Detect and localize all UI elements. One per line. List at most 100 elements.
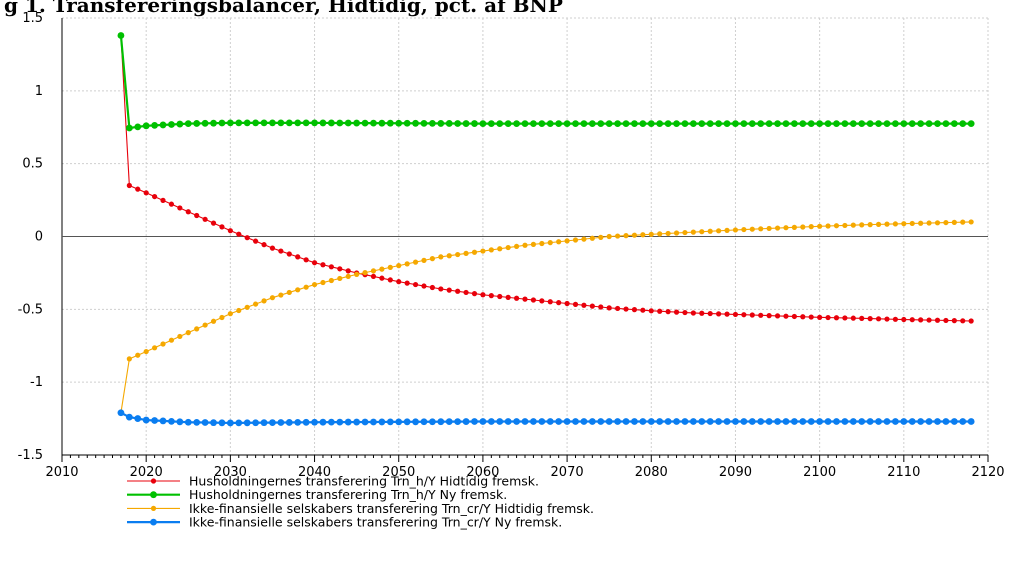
data-point (513, 295, 520, 301)
data-point (438, 254, 444, 260)
x-tick-label: 2110 (887, 465, 920, 480)
data-point (345, 273, 351, 280)
data-point (950, 418, 958, 425)
data-point (580, 120, 588, 128)
data-point (126, 182, 132, 189)
data-point (883, 120, 891, 128)
data-point (244, 235, 250, 241)
data-point (320, 262, 326, 268)
data-point (168, 337, 175, 343)
data-point (648, 308, 654, 314)
data-point (849, 120, 857, 128)
data-point (177, 205, 183, 211)
data-point (152, 345, 158, 351)
data-point (639, 418, 647, 425)
data-point (572, 418, 579, 425)
data-point (471, 249, 478, 255)
data-point (269, 295, 276, 301)
data-point (438, 286, 444, 292)
data-point (605, 418, 613, 425)
data-point (766, 313, 772, 319)
data-point (210, 419, 217, 427)
data-point (572, 237, 579, 243)
data-point (328, 264, 334, 270)
data-point (824, 120, 832, 128)
data-point (749, 226, 755, 232)
data-point (858, 120, 866, 128)
data-point (243, 119, 251, 127)
data-point (926, 317, 932, 323)
legend-label: Ikke-finansielle selskabers transfererin… (189, 501, 594, 516)
data-point (706, 120, 714, 128)
data-point (715, 418, 723, 425)
data-point (480, 292, 486, 298)
data-point (260, 419, 268, 427)
data-point (842, 222, 848, 229)
x-tick-label: 2120 (971, 465, 1004, 480)
data-point (404, 280, 410, 286)
data-point (160, 341, 166, 347)
data-point (909, 220, 915, 227)
data-point (227, 311, 233, 317)
data-point (656, 120, 664, 128)
data-point (875, 221, 882, 227)
data-point (673, 309, 680, 315)
data-point (732, 120, 739, 128)
data-point (201, 119, 209, 127)
data-point (285, 419, 293, 426)
data-point (403, 119, 411, 127)
data-point (833, 418, 840, 425)
data-point (278, 292, 284, 298)
data-point (504, 120, 512, 128)
data-point (892, 418, 899, 425)
data-point (900, 418, 908, 425)
data-point (496, 418, 504, 425)
data-point (362, 270, 368, 276)
data-point (386, 119, 394, 127)
data-point (833, 223, 840, 229)
data-point (345, 268, 351, 274)
data-point (724, 311, 730, 317)
data-point (943, 219, 949, 226)
data-point (799, 120, 807, 128)
data-point (269, 419, 276, 426)
data-point (269, 245, 276, 251)
data-point (841, 120, 849, 128)
data-point (715, 120, 723, 128)
data-point (370, 418, 377, 426)
data-point (446, 287, 452, 293)
data-point (168, 201, 175, 207)
data-point (488, 293, 494, 299)
data-point (866, 120, 874, 128)
data-point (615, 305, 621, 312)
data-point (218, 119, 226, 127)
data-point (606, 305, 612, 311)
data-point (631, 120, 638, 128)
data-point (261, 242, 267, 248)
data-point (521, 120, 529, 128)
data-point (967, 120, 975, 128)
data-point (125, 124, 133, 132)
data-point (539, 240, 545, 247)
data-point (884, 221, 890, 227)
data-point (302, 418, 310, 426)
data-point (243, 419, 251, 427)
data-point (766, 225, 772, 232)
data-point (942, 120, 950, 128)
data-point (682, 229, 688, 236)
data-point (901, 221, 907, 227)
series-line (120, 35, 972, 322)
data-point (253, 301, 259, 307)
data-point (311, 119, 318, 127)
data-point (421, 257, 427, 263)
data-point (758, 226, 764, 232)
data-point (421, 283, 427, 289)
data-point (934, 317, 941, 323)
data-point (657, 308, 663, 314)
legend-swatch-marker (150, 505, 157, 511)
data-point (589, 303, 595, 309)
data-point (370, 268, 377, 274)
data-point (370, 273, 377, 280)
data-point (950, 120, 958, 128)
